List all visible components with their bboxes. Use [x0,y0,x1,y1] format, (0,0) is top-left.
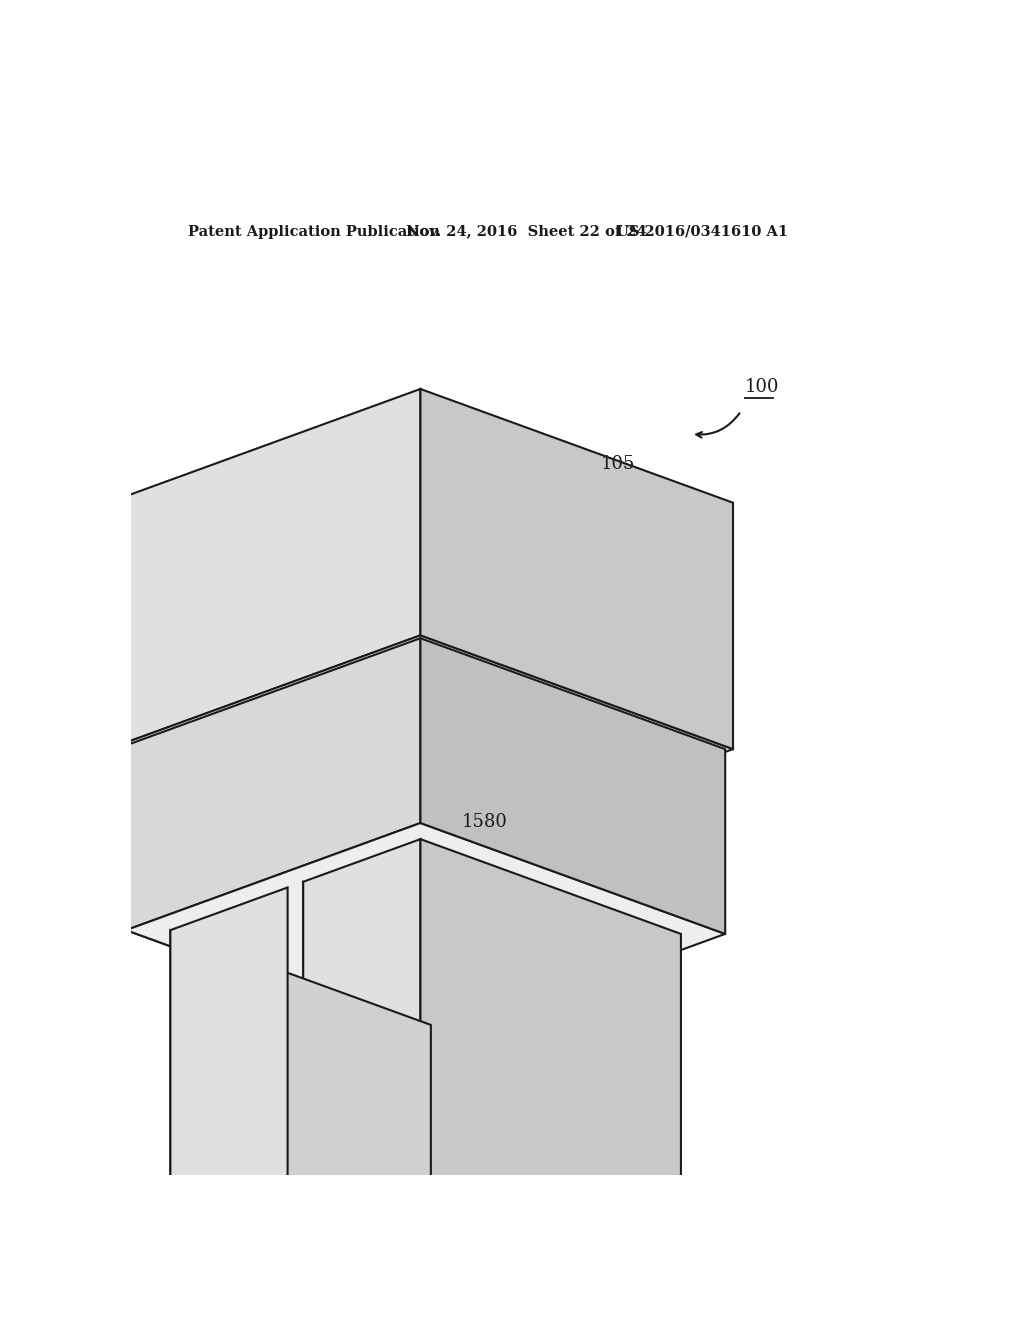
Polygon shape [421,638,725,935]
Polygon shape [421,840,681,1320]
Polygon shape [119,635,733,859]
Polygon shape [170,931,431,1320]
Text: 105: 105 [600,455,635,473]
Text: 100: 100 [745,378,779,396]
Polygon shape [119,389,421,746]
Polygon shape [303,882,563,1320]
Polygon shape [303,840,421,1320]
Polygon shape [126,638,421,931]
Polygon shape [421,389,733,750]
Text: Nov. 24, 2016  Sheet 22 of 24: Nov. 24, 2016 Sheet 22 of 24 [407,224,647,239]
Polygon shape [170,887,288,1320]
Polygon shape [119,499,431,859]
Polygon shape [126,746,431,1041]
Text: 1580: 1580 [462,813,508,832]
Text: US 2016/0341610 A1: US 2016/0341610 A1 [615,224,787,239]
Polygon shape [126,822,725,1041]
Text: FIG. 15C: FIG. 15C [451,964,599,994]
Text: Patent Application Publication: Patent Application Publication [188,224,440,239]
